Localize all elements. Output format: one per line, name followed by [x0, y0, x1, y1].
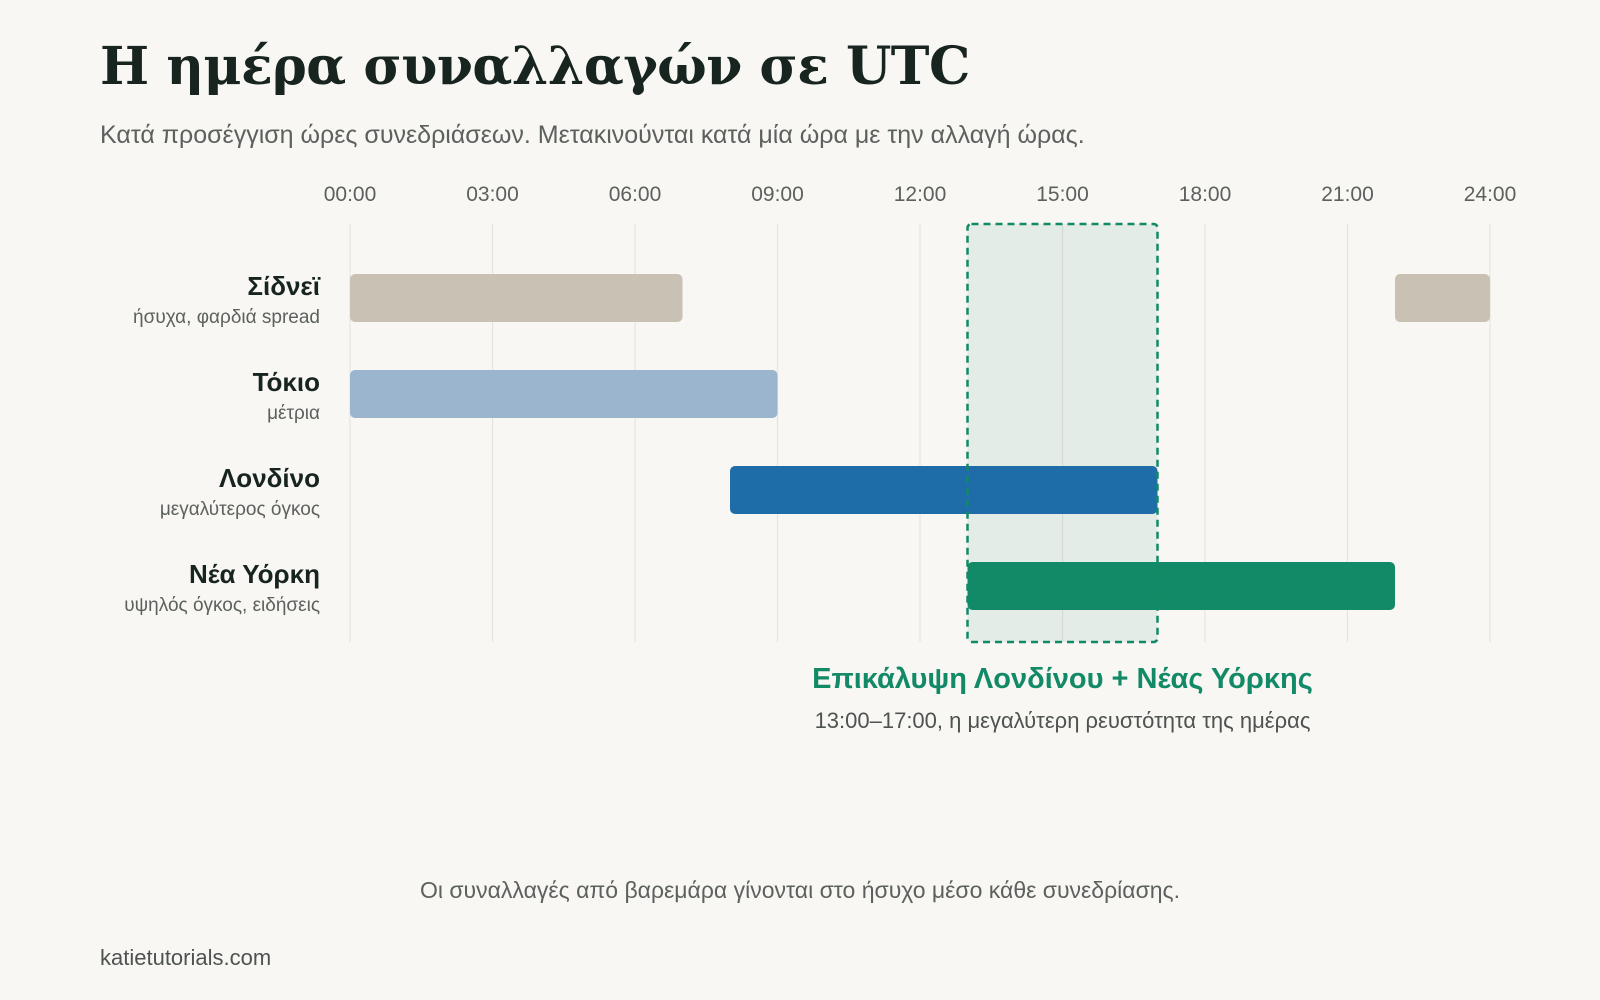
session-name: Λονδίνο — [219, 463, 320, 493]
chart-subtitle: Κατά προσέγγιση ώρες συνεδριάσεων. Μετακ… — [100, 121, 1085, 149]
x-tick-label: 18:00 — [1179, 183, 1232, 206]
x-tick-label: 09:00 — [751, 183, 804, 206]
session-bar — [350, 274, 683, 322]
session-name: Τόκιο — [253, 367, 320, 397]
overlap-label: Επικάλυψη Λονδίνου + Νέας Υόρκης — [812, 663, 1313, 695]
x-tick-label: 03:00 — [466, 183, 519, 206]
source-credit: katietutorials.com — [100, 945, 272, 970]
chart-title: Η ημέρα συναλλαγών σε UTC — [100, 36, 970, 97]
session-note: ήσυχα, φαρδιά spread — [133, 307, 320, 328]
footer-note: Οι συναλλαγές από βαρεμάρα γίνονται στο … — [419, 877, 1181, 903]
session-bar — [350, 370, 778, 418]
x-tick-label: 21:00 — [1321, 183, 1374, 206]
session-name: Νέα Υόρκη — [189, 559, 320, 589]
x-tick-label: 12:00 — [894, 183, 947, 206]
x-tick-label: 15:00 — [1036, 183, 1089, 206]
session-note: μεγαλύτερος όγκος — [160, 499, 320, 520]
x-tick-label: 00:00 — [324, 183, 377, 206]
session-name: Σίδνεϊ — [247, 271, 320, 301]
overlap-band — [967, 224, 1158, 642]
x-tick-label: 06:00 — [609, 183, 662, 206]
session-bar — [967, 562, 1395, 610]
session-note: μέτρια — [267, 403, 320, 424]
overlap-sublabel: 13:00–17:00, η μεγαλύτερη ρευστότητα της… — [815, 708, 1311, 733]
session-bar — [1395, 274, 1490, 322]
session-note: υψηλός όγκος, ειδήσεις — [124, 595, 320, 616]
session-bar — [730, 466, 1158, 514]
x-tick-label: 24:00 — [1464, 183, 1517, 206]
overlap-outline — [966, 222, 1159, 644]
